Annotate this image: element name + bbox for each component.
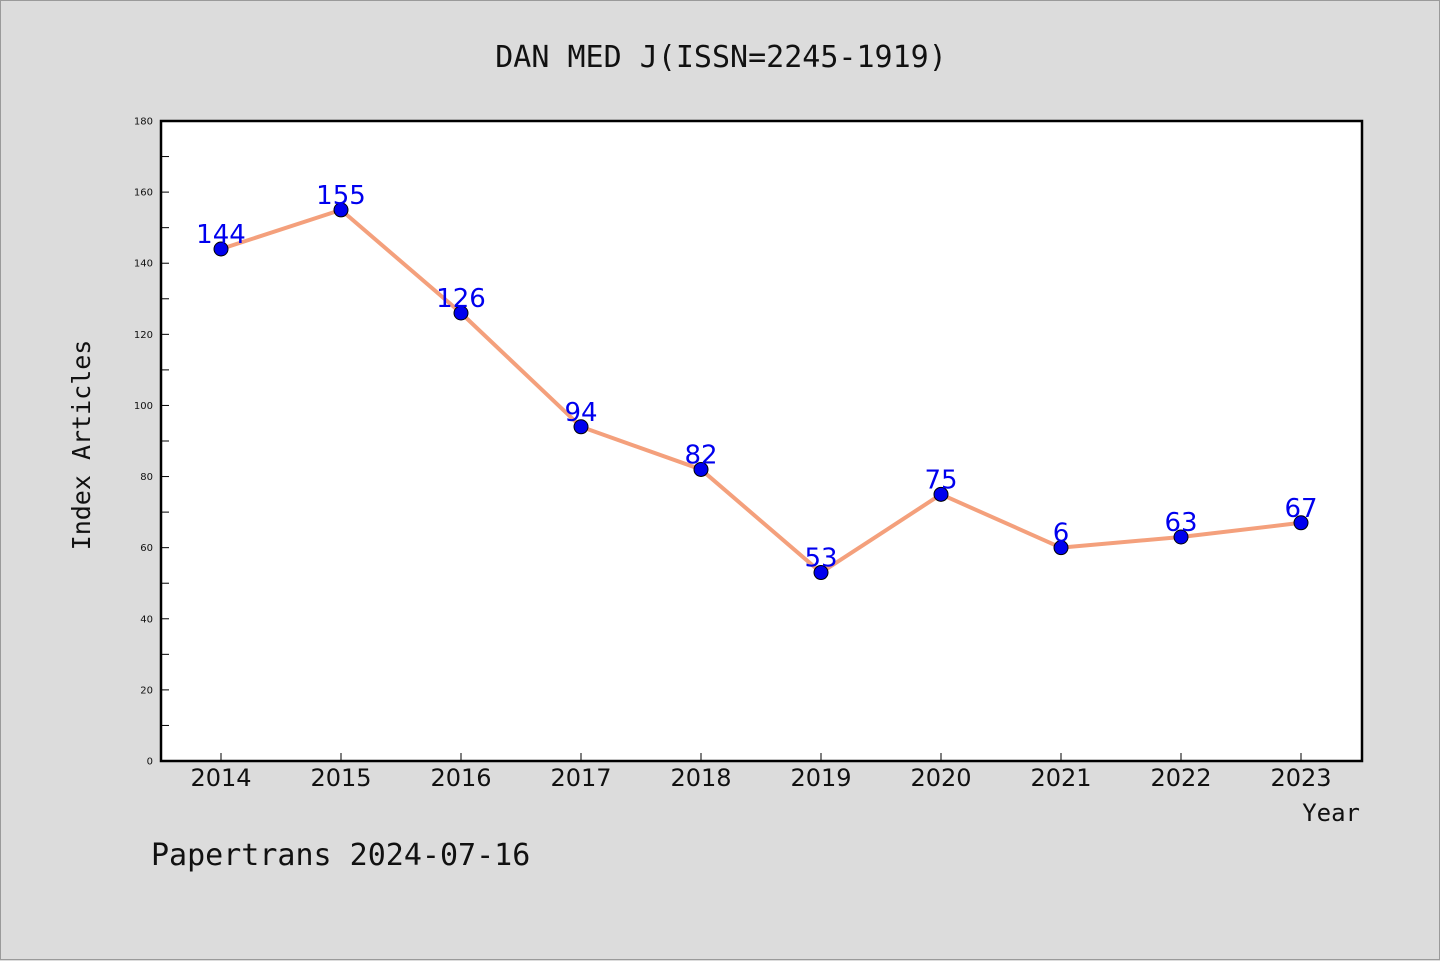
- y-tick-label: 20: [140, 685, 153, 696]
- chart-title: DAN MED J(ISSN=2245-1919): [495, 40, 947, 75]
- x-tick-label: 2020: [910, 764, 971, 792]
- footer-text: Papertrans 2024-07-16: [151, 838, 530, 873]
- y-tick-label: 40: [140, 614, 153, 625]
- data-label: 126: [436, 284, 486, 314]
- series-line: [220, 207, 1302, 575]
- y-tick-label: 80: [140, 472, 153, 483]
- y-axis-ticks: 0 20 40 60 80 100 120 140 160 180: [134, 117, 169, 768]
- x-tick-label: 2017: [550, 764, 611, 792]
- series-markers: [213, 202, 1309, 581]
- data-point: [813, 565, 829, 581]
- data-point: [933, 486, 949, 502]
- y-axis-label: Index Articles: [67, 340, 96, 551]
- x-tick-label: 2014: [190, 764, 251, 792]
- x-tick-label: 2015: [310, 764, 371, 792]
- data-point: [1053, 540, 1069, 556]
- data-label: 63: [1164, 508, 1197, 538]
- x-tick-label: 2018: [670, 764, 731, 792]
- y-tick-label: 140: [134, 259, 153, 270]
- data-labels: 144 155 126 94 82 53 75 6 63 67: [196, 181, 1317, 574]
- data-label: 82: [684, 440, 717, 470]
- data-point: [333, 202, 349, 218]
- data-point: [693, 461, 709, 477]
- data-label: 155: [316, 181, 366, 211]
- data-label: 75: [924, 465, 957, 495]
- data-label: 144: [196, 220, 246, 250]
- data-point: [213, 241, 229, 257]
- x-tick-label: 2022: [1150, 764, 1211, 792]
- y-tick-label: 180: [134, 117, 153, 128]
- x-tick-label: 2023: [1270, 764, 1331, 792]
- y-tick-label: 120: [134, 330, 153, 341]
- x-tick-label: 2016: [430, 764, 491, 792]
- x-tick-label: 2019: [790, 764, 851, 792]
- y-tick-label: 60: [140, 543, 153, 554]
- data-point: [1173, 529, 1189, 545]
- x-axis-ticks: 2014 2015 2016 2017 2018 2019 2020 2021 2022 2023: [190, 753, 1332, 792]
- data-label: 67: [1284, 494, 1317, 524]
- x-tick-label: 2021: [1030, 764, 1091, 792]
- x-axis-label: Year: [1302, 799, 1360, 827]
- y-tick-label: 100: [134, 401, 153, 412]
- y-tick-label: 0: [147, 757, 153, 768]
- data-label: 53: [804, 544, 837, 574]
- data-label: 6: [1053, 519, 1070, 549]
- series-line-group: [220, 207, 1302, 575]
- data-point: [1293, 515, 1309, 531]
- data-point: [453, 305, 469, 321]
- y-tick-label: 160: [134, 188, 153, 199]
- data-label: 94: [564, 398, 597, 428]
- data-point: [573, 419, 589, 435]
